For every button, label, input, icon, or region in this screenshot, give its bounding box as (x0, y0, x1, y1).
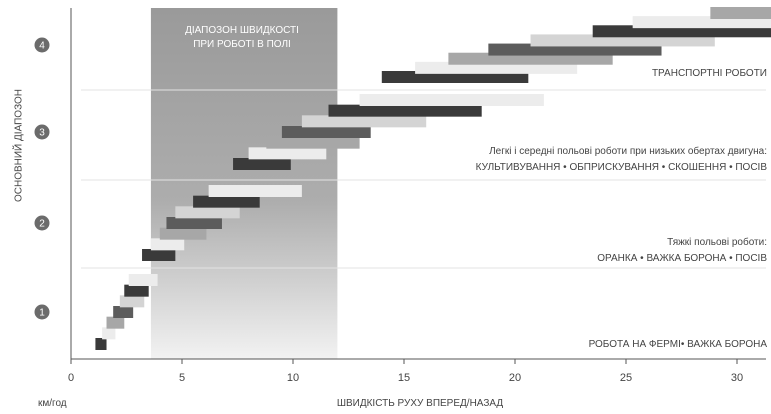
x-tick-label: 15 (398, 372, 410, 384)
field-band-label: ДІАПОЗОН ШВИДКОСТІ ПРИ РОБОТІ В ПОЛІ (152, 24, 332, 52)
range-badge-label: 1 (39, 308, 45, 319)
range-badge-label: 3 (39, 128, 45, 139)
gear-bar (530, 34, 715, 47)
range-badge-circle (34, 215, 50, 231)
gear-bar (150, 238, 185, 251)
gear-bar (488, 43, 662, 56)
annotation-line: ТРАНСПОРТНІ РОБОТИ (651, 68, 767, 79)
gear-bar (159, 227, 207, 240)
gear-bar (102, 327, 116, 340)
gear-bar (328, 104, 482, 117)
gear-bar (710, 7, 771, 19)
gear-bar (106, 316, 125, 329)
x-tick-label: 0 (68, 372, 74, 384)
annotation-line: ОРАНКА • ВАЖКА БОРОНА • ПОСІВ (597, 253, 767, 264)
gear-bar (592, 25, 771, 38)
annotation-light-field-work: Легкі і середні польові роботи при низьк… (476, 144, 767, 176)
gear-bar (166, 217, 222, 229)
x-tick-label: 30 (731, 372, 743, 384)
gear-bar (266, 136, 360, 149)
gear-bars (95, 7, 771, 350)
annotation-transport: ТРАНСПОРТНІ РОБОТИ (652, 68, 767, 80)
x-axis-unit: км/год (38, 398, 67, 409)
range-badge-circle (34, 124, 50, 140)
gear-bar (415, 61, 578, 74)
gear-bar (95, 338, 107, 350)
gear-bar (281, 126, 371, 138)
x-tick-label: 5 (179, 372, 185, 384)
x-axis-label: ШВИДКІСТЬ РУХУ ВПЕРЕД/НАЗАД (336, 398, 504, 409)
field-band-label-line: ДІАПОЗОН ШВИДКОСТІ (185, 25, 299, 36)
annotation-line: КУЛЬТИВУВАННЯ • ОБПРИСКУВАННЯ • СКОШЕННЯ… (475, 162, 767, 173)
y-axis-label: ОСНОВНИЙ ДІАПОЗОН (13, 88, 25, 203)
gear-bar (248, 147, 327, 160)
gear-bar (233, 158, 291, 170)
range-badge-circle (34, 304, 50, 320)
x-tick-label: 20 (509, 372, 521, 384)
gear-bar (301, 115, 427, 128)
gear-bar (359, 94, 544, 106)
gear-bar (208, 185, 302, 197)
gear-bar (381, 71, 529, 83)
annotation-line: Тяжкі польові роботи: (667, 237, 767, 248)
range-guide-lines (81, 89, 766, 269)
range-badges: 1 2 3 4 (34, 37, 50, 320)
field-band-label-line: ПРИ РОБОТІ В ПОЛІ (193, 39, 291, 50)
range-badge-circle (34, 37, 50, 53)
gear-bar (632, 16, 771, 29)
gear-bar (119, 295, 145, 308)
gear-bar (128, 274, 158, 286)
gear-bar (142, 249, 176, 261)
gear-bar (448, 52, 613, 65)
range-badge-label: 4 (39, 41, 45, 52)
range-badge-label: 2 (39, 219, 45, 230)
gear-bar (124, 284, 149, 297)
gear-bar (193, 195, 260, 208)
annotation-heavy-field-work: Тяжкі польові роботи: ОРАНКА • ВАЖКА БОР… (597, 235, 767, 267)
gear-bar (113, 306, 134, 318)
field-speed-band (150, 8, 338, 359)
x-tick-label: 10 (287, 372, 299, 384)
annotation-line: Легкі і середні польові роботи при низьк… (489, 146, 767, 157)
annotation-line: РОБОТА НА ФЕРМІ• ВАЖКА БОРОНА (588, 339, 767, 350)
annotation-farm-work: РОБОТА НА ФЕРМІ• ВАЖКА БОРОНА (589, 339, 767, 351)
gear-bar (175, 206, 240, 219)
x-tick-label: 25 (620, 372, 632, 384)
x-axis-ticks: 0510152025303540 (68, 359, 743, 384)
